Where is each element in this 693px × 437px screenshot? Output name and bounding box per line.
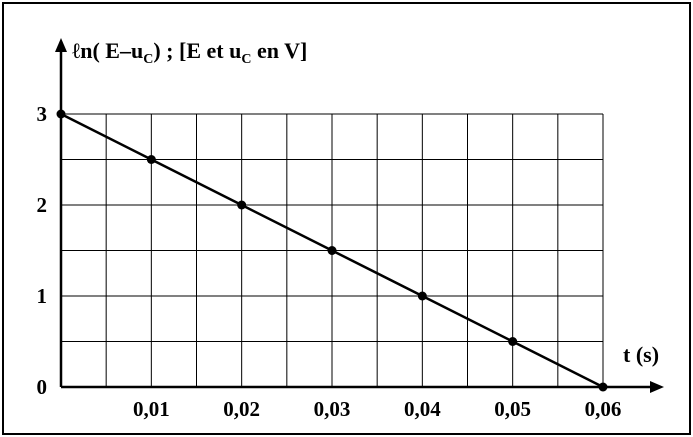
tick-labels: 0,01 0,02 0,03 0,04 0,05 0,06 0 1 2 3	[37, 102, 622, 421]
y-axis-title: ℓn( E–uC) ; [E et uC en V]	[72, 38, 307, 67]
x-tick-label: 0,06	[585, 397, 622, 421]
y-tick-label: 3	[37, 102, 48, 126]
x-axis-title: t (s)	[623, 342, 659, 367]
y-tick-label: 2	[37, 193, 48, 217]
y-tick-label: 1	[37, 284, 48, 308]
data-point	[598, 382, 608, 392]
data-point	[417, 291, 427, 301]
y-tick-label: 0	[37, 375, 48, 399]
data-point	[508, 337, 518, 346]
x-axis-arrow	[650, 381, 664, 393]
data-point	[146, 155, 156, 164]
series-group	[56, 109, 608, 392]
subscript-c-1: C	[143, 52, 153, 67]
x-tick-label: 0,04	[404, 397, 441, 421]
y-axis-arrow	[55, 38, 67, 52]
x-tick-label: 0,05	[494, 397, 531, 421]
data-point	[237, 200, 247, 210]
data-point	[56, 109, 66, 119]
x-tick-label: 0,01	[133, 397, 170, 421]
subscript-c-2: C	[241, 52, 251, 67]
x-tick-label: 0,03	[314, 397, 351, 421]
axes	[55, 38, 664, 393]
data-point	[327, 246, 337, 255]
x-tick-label: 0,02	[223, 397, 260, 421]
